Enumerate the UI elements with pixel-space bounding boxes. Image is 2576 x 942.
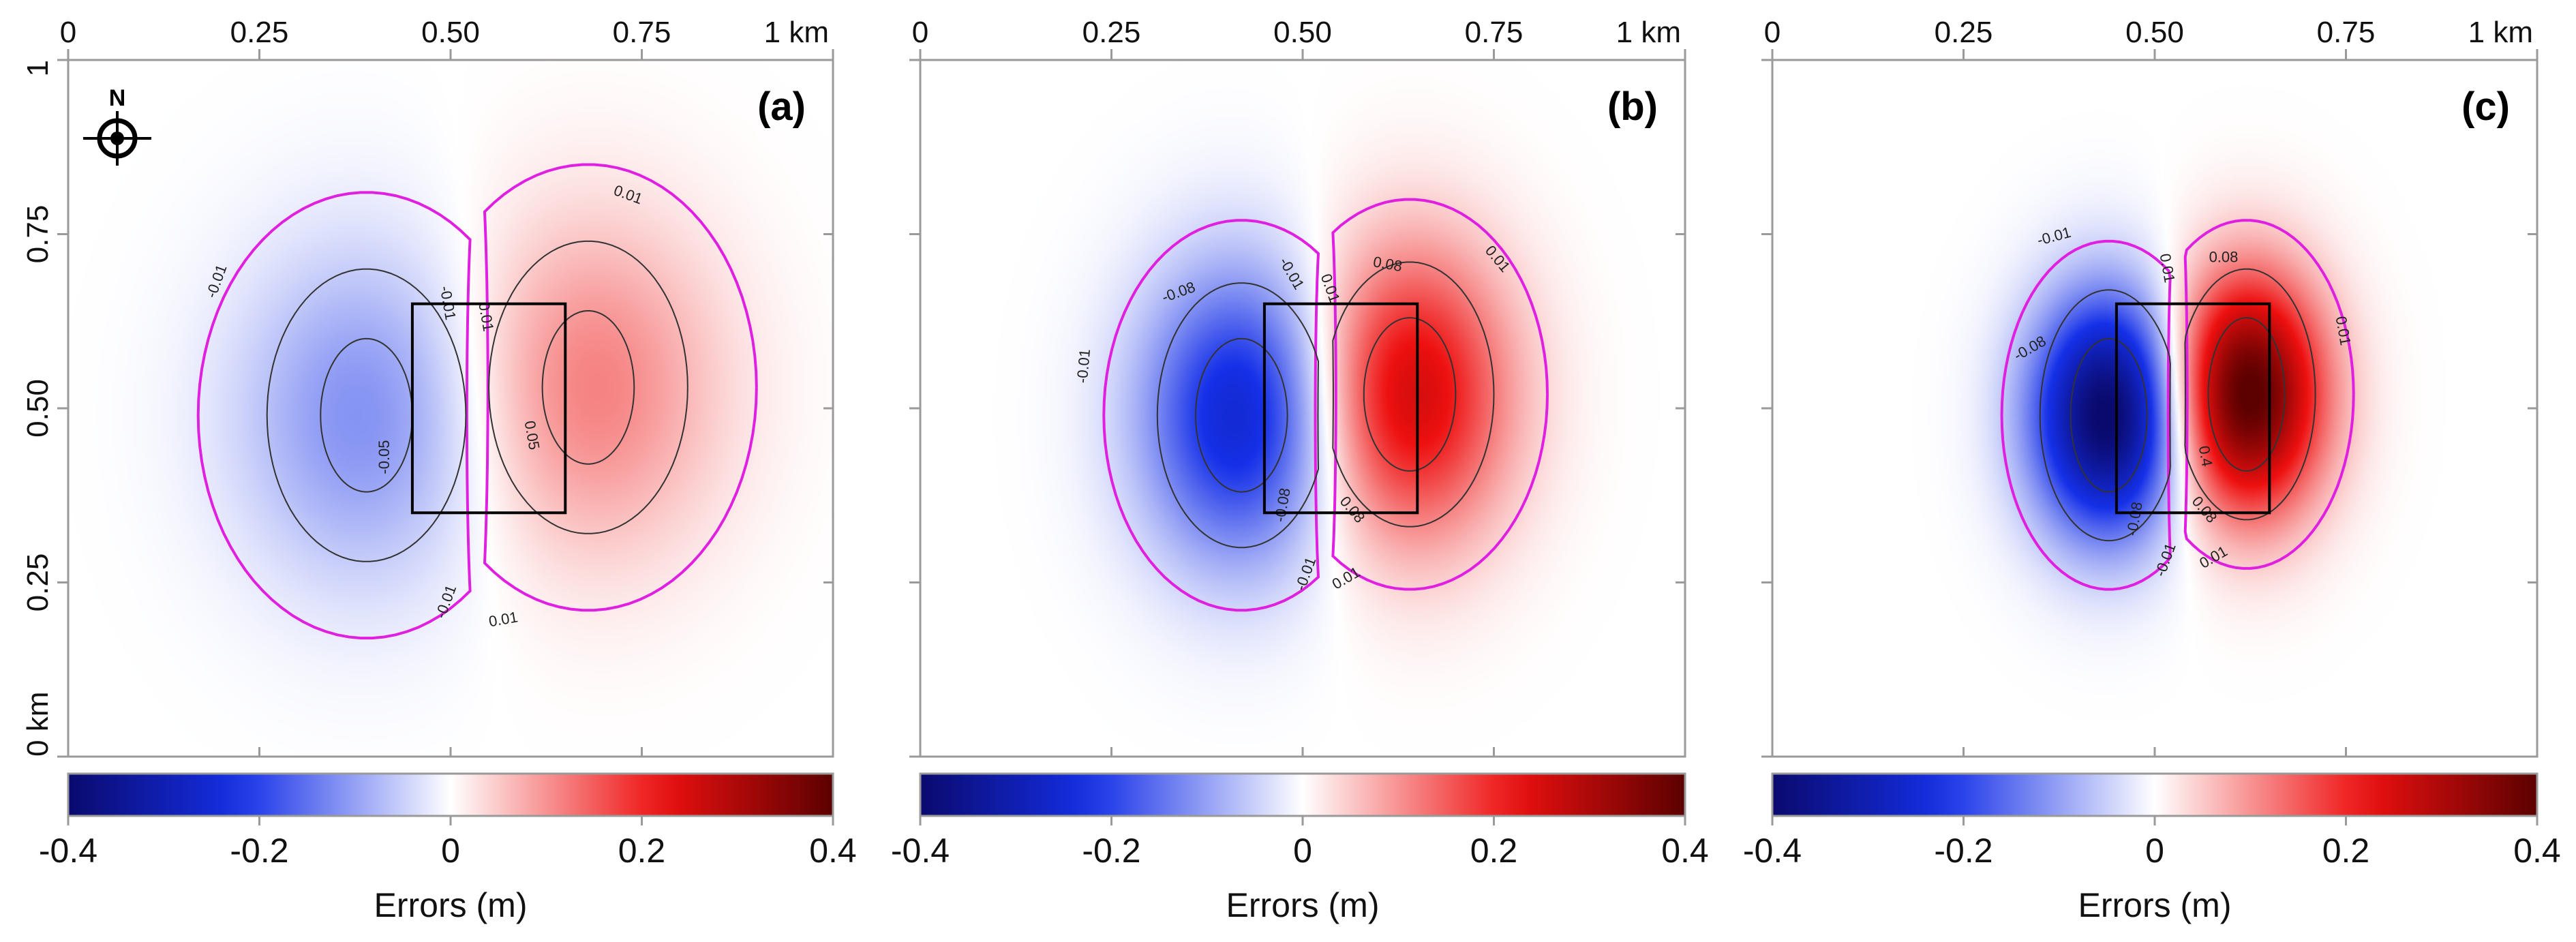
colorbar-tick-label: 0.2: [618, 832, 666, 870]
contour-line-pos: [1363, 317, 1457, 472]
x-tick-label: 0: [1764, 16, 1781, 49]
colorbar-label: Errors (m): [2078, 886, 2232, 924]
colorbar-tick-label: -0.4: [39, 832, 97, 870]
colorbar-tick-label: 0.4: [1661, 832, 1709, 870]
contour-line-pos: [1331, 198, 1549, 591]
panel-1: -0.01-0.01 0.010.01-0.050.05-0.01 0.010 0.2…: [21, 16, 857, 924]
x-tick-label: 0.25: [1082, 16, 1141, 49]
contour-line-pos: [483, 163, 758, 612]
panel-label: (c): [2461, 85, 2510, 129]
colorbar-tick-label: -0.4: [1743, 832, 1802, 870]
colorbar-tick-label: 0: [1293, 832, 1312, 870]
x-tick-label: 0.25: [230, 16, 289, 49]
contour-line-pos: [2184, 268, 2316, 521]
x-tick-label: 0: [60, 16, 76, 49]
contour-line-neg: [1156, 282, 1320, 549]
y-tick-label: 0 km: [21, 692, 55, 757]
panel-2: -0.01-0.08 -0.01 0.010.08 0.01-0.08 0.08-0.0…: [891, 16, 1709, 924]
contour-line-pos: [541, 310, 635, 465]
x-tick-label: 0.75: [613, 16, 671, 49]
panel-label: (a): [757, 85, 806, 129]
error-field-heatmap: [68, 60, 833, 757]
x-tick-label: 1 km: [1616, 16, 1681, 49]
x-tick-label: 0.75: [2317, 16, 2376, 49]
y-tick-label: 0.75: [21, 205, 55, 264]
y-tick-label: 0.25: [21, 553, 55, 612]
contour-line-pos: [2207, 317, 2286, 472]
contour-line-pos: [1332, 261, 1495, 528]
colorbar-tick-label: -0.2: [1082, 832, 1140, 870]
colorbar: [1771, 772, 2539, 817]
colorbar-label: Errors (m): [1226, 886, 1380, 924]
colorbar-tick-label: 0: [441, 832, 460, 870]
colorbar-tick-label: 0.4: [2513, 832, 2561, 870]
contour-line-neg: [2000, 239, 2172, 591]
contour-line-pos: [2183, 219, 2355, 570]
x-tick-label: 0: [912, 16, 928, 49]
panel-label: (b): [1607, 85, 1658, 129]
x-tick-label: 0.50: [1273, 16, 1332, 49]
x-tick-label: 1 km: [764, 16, 829, 49]
source-outline-box: [410, 302, 567, 515]
contour-line-pos: [488, 240, 688, 534]
contour-line-neg: [2070, 337, 2148, 493]
x-tick-label: 0.75: [1465, 16, 1524, 49]
contour-line-neg: [2039, 289, 2171, 542]
colorbar-tick-label: 0.2: [2322, 832, 2370, 870]
contour-label: 0.4: [2196, 444, 2216, 468]
error-field-heatmap: [920, 60, 1685, 757]
source-outline-box: [2115, 302, 2271, 515]
y-tick-label: 0.50: [21, 379, 55, 438]
x-tick-label: 0.25: [1935, 16, 1993, 49]
colorbar-tick-label: 0.4: [809, 832, 857, 870]
x-tick-label: 1 km: [2468, 16, 2533, 49]
contour-label: -0.01: [1074, 348, 1093, 384]
colorbar-tick-label: -0.2: [230, 832, 288, 870]
colorbar-label: Errors (m): [374, 886, 528, 924]
contour-line-neg: [266, 268, 467, 562]
contour-line-neg: [320, 337, 413, 493]
x-tick-label: 0.50: [421, 16, 480, 49]
colorbar-tick-label: -0.4: [891, 832, 950, 870]
contour-label: -0.05: [376, 440, 393, 474]
colorbar-tick-label: -0.2: [1934, 832, 1992, 870]
contour-label: 0.08: [2209, 248, 2239, 265]
north-label: N: [109, 85, 126, 111]
contour-line-neg: [196, 191, 472, 640]
colorbar-tick-label: 0.2: [1470, 832, 1518, 870]
source-outline-box: [1262, 302, 1419, 515]
y-tick-label: 1: [21, 60, 55, 76]
colorbar-tick-label: 0: [2145, 832, 2164, 870]
colorbar: [67, 772, 834, 817]
panel-3: -0.01-0.080.01 0.080.010.4-0.08 0.08-0.01 0…: [1743, 16, 2561, 924]
north-arrow-icon: N: [83, 85, 151, 166]
contour-line-neg: [1102, 219, 1320, 612]
colorbar: [919, 772, 1686, 817]
x-tick-label: 0.50: [2125, 16, 2184, 49]
error-field-heatmap: [1772, 60, 2537, 757]
